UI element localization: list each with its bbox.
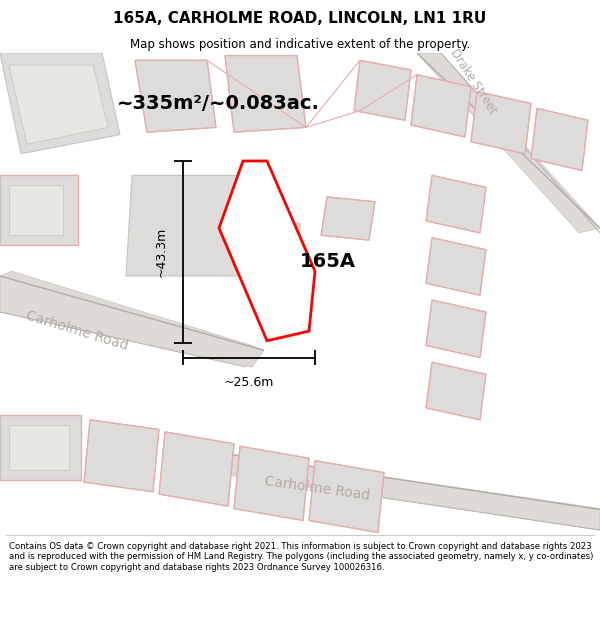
Polygon shape [471, 91, 531, 154]
Polygon shape [531, 108, 588, 171]
Polygon shape [225, 56, 306, 132]
Text: 165A: 165A [300, 252, 356, 271]
Polygon shape [0, 53, 120, 154]
Polygon shape [84, 420, 159, 492]
Text: Drake Street: Drake Street [447, 47, 499, 117]
Polygon shape [219, 161, 315, 341]
Polygon shape [426, 176, 486, 233]
Polygon shape [126, 176, 300, 276]
Text: Carholme Road: Carholme Road [264, 474, 371, 502]
Polygon shape [417, 53, 600, 233]
Text: ~43.3m: ~43.3m [155, 227, 168, 278]
Polygon shape [135, 61, 216, 132]
Polygon shape [321, 197, 375, 240]
Text: Contains OS data © Crown copyright and database right 2021. This information is : Contains OS data © Crown copyright and d… [9, 542, 593, 571]
Text: Map shows position and indicative extent of the property.: Map shows position and indicative extent… [130, 38, 470, 51]
Polygon shape [0, 271, 264, 367]
Polygon shape [426, 238, 486, 295]
Polygon shape [159, 432, 234, 506]
Polygon shape [309, 461, 384, 532]
Polygon shape [9, 424, 69, 470]
Polygon shape [234, 446, 309, 521]
Text: ~335m²/~0.083ac.: ~335m²/~0.083ac. [117, 94, 320, 113]
Polygon shape [180, 449, 600, 530]
Polygon shape [9, 65, 108, 144]
Polygon shape [354, 61, 411, 120]
Polygon shape [0, 415, 81, 480]
Text: Carholme Road: Carholme Road [24, 309, 130, 353]
Polygon shape [9, 185, 63, 235]
Polygon shape [426, 300, 486, 358]
Polygon shape [411, 75, 471, 137]
Polygon shape [0, 176, 78, 245]
Text: ~25.6m: ~25.6m [224, 376, 274, 389]
Polygon shape [426, 362, 486, 420]
Text: 165A, CARHOLME ROAD, LINCOLN, LN1 1RU: 165A, CARHOLME ROAD, LINCOLN, LN1 1RU [113, 11, 487, 26]
